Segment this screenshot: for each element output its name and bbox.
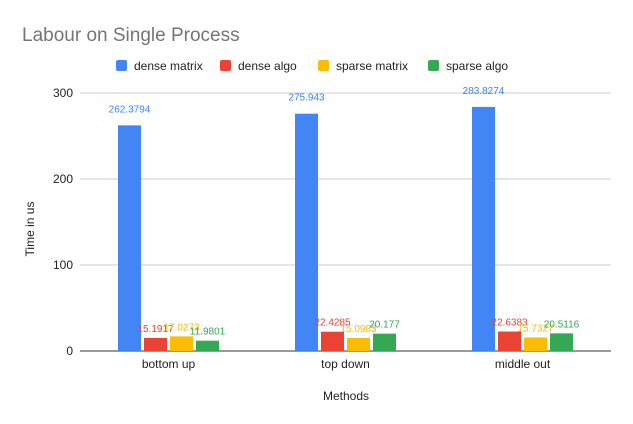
y-tick-label: 100 — [53, 258, 73, 272]
bar-sparse-matrix-top-down — [347, 338, 370, 351]
legend-swatch — [220, 60, 231, 71]
bar-dense-algo-top-down — [321, 331, 344, 351]
y-axis-label: Time in us — [23, 202, 37, 257]
legend-swatch — [116, 60, 127, 71]
x-axis-label: Methods — [323, 389, 369, 403]
data-label: 275.943 — [288, 93, 325, 104]
bar-sparse-algo-bottom-up — [196, 340, 219, 351]
y-tick-label: 0 — [66, 344, 73, 358]
data-label: 262.3794 — [109, 104, 151, 115]
bar-dense-algo-middle-out — [498, 331, 521, 351]
data-label: 15.1917 — [137, 324, 174, 335]
x-tick-label: middle out — [495, 357, 551, 371]
y-axis-ticks: 0 100 200 300 — [53, 86, 73, 358]
x-axis-ticks: bottom up top down middle out — [142, 357, 551, 371]
data-label: 22.4285 — [314, 318, 351, 329]
legend: dense matrix dense algo sparse matrix spars… — [116, 59, 508, 73]
data-label: 283.8274 — [463, 86, 505, 97]
chart-title: Labour on Single Process — [22, 25, 240, 46]
data-label: 20.5116 — [544, 319, 580, 330]
bar-sparse-matrix-middle-out — [524, 337, 547, 351]
legend-label: dense algo — [238, 59, 297, 73]
bar-sparse-algo-middle-out — [550, 333, 573, 351]
x-tick-label: top down — [321, 357, 370, 371]
bars — [118, 106, 573, 351]
y-tick-label: 300 — [53, 86, 73, 100]
legend-label: sparse matrix — [336, 59, 408, 73]
gridlines — [80, 92, 611, 352]
legend-swatch — [428, 60, 439, 71]
data-label: 15.7327 — [517, 323, 554, 334]
bar-sparse-matrix-bottom-up — [170, 336, 193, 351]
legend-label: dense matrix — [134, 59, 203, 73]
legend-swatch — [318, 60, 329, 71]
data-label: 11.9801 — [190, 327, 226, 338]
data-label: 15.0983 — [340, 324, 377, 335]
bar-dense-algo-bottom-up — [144, 337, 167, 351]
data-label: 17.0273 — [163, 322, 200, 333]
y-tick-label: 200 — [53, 172, 73, 186]
bar-dense-matrix-bottom-up — [118, 125, 141, 351]
bar-sparse-algo-top-down — [373, 333, 396, 351]
x-tick-label: bottom up — [142, 357, 196, 371]
bar-dense-matrix-middle-out — [472, 106, 495, 351]
legend-label: sparse algo — [446, 59, 508, 73]
bar-dense-matrix-top-down — [295, 113, 318, 351]
data-label: 22.6383 — [491, 318, 528, 329]
data-label: 20.177 — [369, 320, 400, 331]
